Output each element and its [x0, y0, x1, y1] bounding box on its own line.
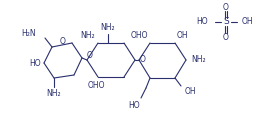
Text: OHO: OHO [87, 80, 105, 90]
Text: HO: HO [196, 18, 208, 26]
Text: O: O [140, 55, 146, 65]
Text: NH₂: NH₂ [101, 24, 115, 32]
Text: HO: HO [128, 101, 140, 109]
Text: NH₂: NH₂ [80, 32, 95, 41]
Text: O: O [60, 38, 66, 47]
Text: S: S [223, 18, 229, 26]
Text: O: O [223, 32, 229, 41]
Text: NH₂: NH₂ [191, 55, 206, 65]
Text: OH: OH [177, 32, 189, 41]
Text: OHO: OHO [131, 32, 148, 41]
Text: O: O [87, 51, 93, 61]
Text: NH₂: NH₂ [47, 88, 61, 97]
Text: OH: OH [242, 18, 254, 26]
Text: O: O [223, 3, 229, 11]
Text: HO: HO [29, 59, 41, 68]
Text: OH: OH [185, 88, 197, 97]
Text: H₂N: H₂N [21, 28, 36, 38]
